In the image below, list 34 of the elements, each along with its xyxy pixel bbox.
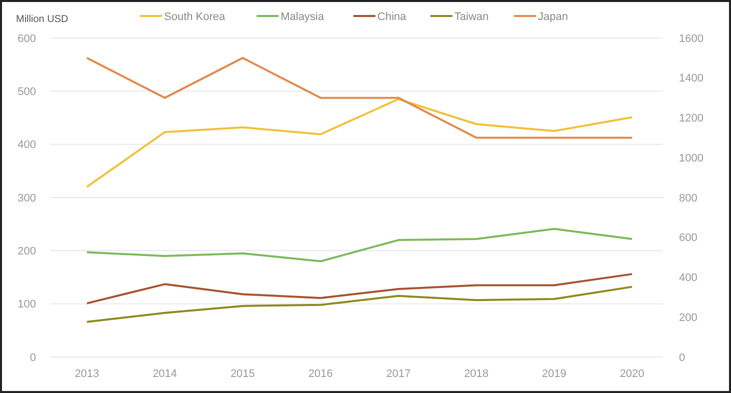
legend-label: Malaysia (280, 10, 325, 23)
x-tick-label: 2020 (620, 368, 644, 380)
y2-tick-label: 200 (679, 312, 698, 324)
x-tick-label: 2018 (464, 368, 489, 380)
x-tick-label: 2019 (542, 368, 566, 380)
legend-label: South Korea (164, 10, 226, 23)
y-tick-label: 300 (18, 192, 36, 204)
legend-label: Japan (538, 10, 568, 23)
line-series (86, 273, 634, 304)
x-tick-label: 2016 (308, 368, 333, 380)
line-series (86, 286, 634, 323)
x-tick-label: 2017 (386, 368, 411, 380)
y2-tick-label: 600 (679, 232, 698, 244)
x-tick-label: 2015 (230, 368, 255, 380)
x-tick-label: 2013 (74, 368, 100, 380)
y-tick-label: 100 (18, 298, 36, 311)
y2-tick-label: 400 (679, 272, 698, 284)
y-axis-title: Million USD (16, 14, 68, 25)
legend-label: China (377, 10, 408, 23)
y2-tick-label: 0 (679, 352, 686, 364)
line-series (86, 228, 634, 262)
y-tick-label: 500 (18, 86, 36, 98)
y-tick-label: 400 (18, 139, 36, 152)
y2-tick-label: 1400 (679, 72, 704, 85)
y2-tick-label: 1000 (679, 152, 704, 164)
y2-tick-label: 1600 (679, 32, 704, 45)
y-tick-label: 600 (18, 32, 36, 45)
x-tick-label: 2014 (152, 368, 178, 380)
y-tick-label: 200 (18, 246, 36, 258)
legend-label: Taiwan (454, 10, 489, 23)
y2-tick-label: 800 (679, 192, 698, 204)
y-tick-label: 0 (30, 352, 36, 364)
line-series (86, 98, 634, 188)
y2-tick-label: 1200 (679, 112, 704, 125)
